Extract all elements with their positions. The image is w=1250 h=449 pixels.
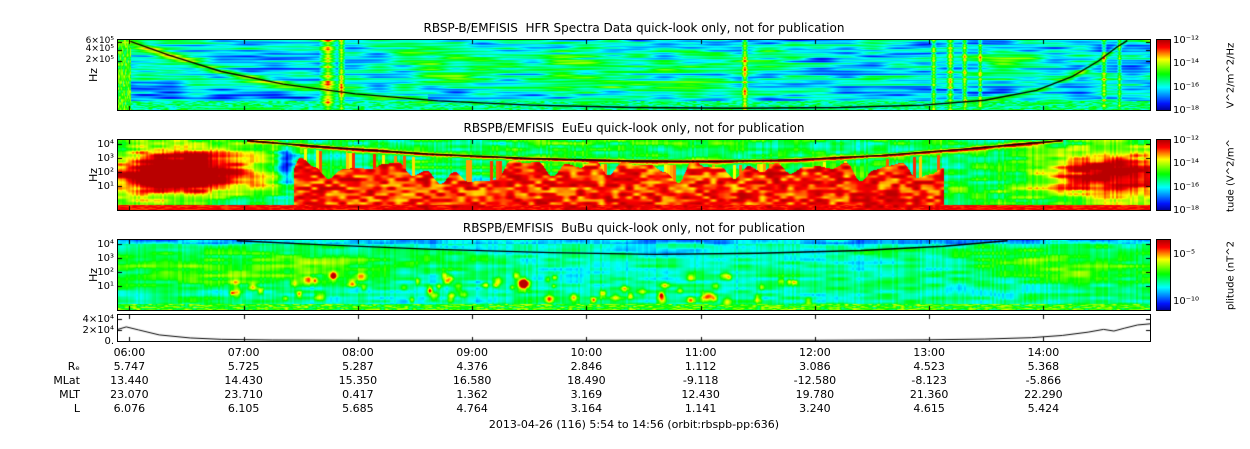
ephemeris-value: 15.350 (338, 374, 378, 387)
time-tick-label-8: 14:00 (1027, 346, 1060, 359)
ephemeris-value: -8.123 (911, 374, 947, 387)
panel1-colorbar-tick-3: 10⁻¹⁸ (1173, 105, 1200, 116)
panel2-heatmap-canvas (117, 139, 1151, 211)
panel1-title: RBSP-B/EMFISIS HFR Spectra Data quick-lo… (423, 21, 845, 35)
ephemeris-value: 4.764 (456, 402, 488, 415)
panel2-colorbar-tick-3: 10⁻¹⁸ (1173, 205, 1200, 216)
ephemeris-value: 1.112 (684, 360, 717, 373)
panel4-ytick-0: 4×10⁴ (82, 313, 114, 325)
ephemeris-row-label-L: L (73, 402, 80, 415)
ephemeris-value: -9.118 (682, 374, 719, 387)
figure-caption: 2013-04-26 (116) 5:54 to 14:56 (orbit:rb… (488, 418, 780, 431)
ephemeris-value: 23.710 (224, 388, 263, 401)
ephemeris-value: 3.169 (570, 388, 603, 401)
ephemeris-row-label-Rₑ: Rₑ (67, 360, 80, 373)
panel1-ytick-0: 6×10⁵ (85, 36, 114, 47)
panel3-ytick-3: 10¹ (97, 280, 114, 292)
ephemeris-value: 19.780 (795, 388, 835, 401)
ephemeris-value: 4.523 (913, 360, 945, 373)
ephemeris-value: 4.376 (456, 360, 488, 373)
panel2-ytick-0: 10⁴ (97, 138, 114, 150)
ephemeris-value: 3.164 (570, 402, 603, 415)
ephemeris-value: 5.685 (342, 402, 374, 415)
panel1-colorbar-tick-1: 10⁻¹⁴ (1173, 58, 1200, 70)
ephemeris-value: 16.580 (452, 374, 492, 387)
time-tick-label-1: 07:00 (227, 346, 260, 359)
time-tick-label-7: 13:00 (913, 346, 945, 359)
ephemeris-value: 14.430 (224, 374, 263, 387)
time-tick-label-0: 06:00 (113, 346, 146, 359)
panel2-ytick-3: 10¹ (97, 180, 114, 192)
panel2-colorbar-tick-0: 10⁻¹² (1173, 135, 1200, 146)
ephemeris-value: 1.362 (456, 388, 488, 401)
panel3-heatmap-canvas (117, 239, 1151, 311)
time-tick-label-5: 11:00 (684, 346, 717, 359)
ephemeris-value: 22.290 (1024, 388, 1063, 401)
panel1-ytick-1: 4×10⁵ (85, 43, 114, 54)
panel1-colorbar-tick-2: 10⁻¹⁶ (1173, 81, 1200, 93)
panel2-colorbar-tick-1: 10⁻¹⁴ (1173, 158, 1200, 170)
panel3-ytick-0: 10⁴ (97, 238, 114, 250)
ephemeris-value: 13.440 (110, 374, 149, 387)
panel2-colorbar (1156, 139, 1171, 211)
time-tick-label-6: 12:00 (799, 346, 831, 359)
panel2-ytick-1: 10³ (97, 152, 114, 164)
ephemeris-value: 0.417 (342, 388, 374, 401)
panel2-title: RBSPB/EMFISIS EuEu quick-look only, not … (463, 121, 805, 135)
ephemeris-value: -12.580 (793, 374, 837, 387)
panel3-colorbar (1156, 239, 1171, 311)
panel3-ytick-2: 10² (97, 266, 114, 278)
panel3-colorbar-tick-0: 10⁻⁵ (1173, 249, 1196, 260)
ephemeris-value: 2.846 (570, 360, 603, 373)
ephemeris-value: -5.866 (1025, 374, 1062, 387)
time-tick-label-3: 09:00 (456, 346, 488, 359)
panel1-ytick-2: 2×10⁵ (85, 55, 114, 65)
panel3-colorbar-tick-1: 10⁻¹⁰ (1173, 295, 1200, 307)
ephemeris-value: 21.360 (909, 388, 949, 401)
panel1-colorbar (1156, 39, 1171, 111)
panel4-ytick-2: 0. (104, 336, 114, 347)
time-tick-label-2: 08:00 (342, 346, 374, 359)
panel2-colorbar-tick-2: 10⁻¹⁶ (1173, 181, 1200, 193)
panel1-yaxis-label: Hz (87, 67, 100, 83)
ephemeris-value: 12.430 (681, 388, 720, 401)
ephemeris-value: 6.105 (227, 402, 260, 415)
ephemeris-value: 5.368 (1027, 360, 1060, 373)
panel3-ytick-1: 10³ (97, 252, 114, 264)
panel4-line-canvas (117, 314, 1151, 342)
ephemeris-value: 5.424 (1027, 402, 1060, 415)
ephemeris-value: 5.725 (227, 360, 260, 373)
panel4-ytick-1: 2×10⁴ (82, 324, 114, 336)
ephemeris-row-label-MLat: MLat (53, 374, 80, 387)
ephemeris-value: 3.086 (799, 360, 831, 373)
ephemeris-value: 3.240 (799, 402, 831, 415)
ephemeris-row-label-MLT: MLT (59, 388, 80, 401)
ephemeris-value: 5.287 (342, 360, 374, 373)
panel1-heatmap-canvas (117, 39, 1151, 111)
time-tick-label-4: 10:00 (570, 346, 603, 359)
ephemeris-value: 18.490 (567, 374, 606, 387)
ephemeris-value: 6.076 (113, 402, 146, 415)
ephemeris-value: 23.070 (110, 388, 149, 401)
ephemeris-value: 5.747 (113, 360, 146, 373)
panel3-title: RBSPB/EMFISIS BuBu quick-look only, not … (462, 221, 806, 235)
panel1-colorbar-tick-0: 10⁻¹² (1173, 35, 1200, 46)
ephemeris-value: 1.141 (684, 402, 717, 415)
panel2-ytick-2: 10² (97, 166, 114, 178)
ephemeris-value: 4.615 (913, 402, 945, 415)
panel3-colorbar-label: plitude (nT^2 (1225, 240, 1237, 310)
